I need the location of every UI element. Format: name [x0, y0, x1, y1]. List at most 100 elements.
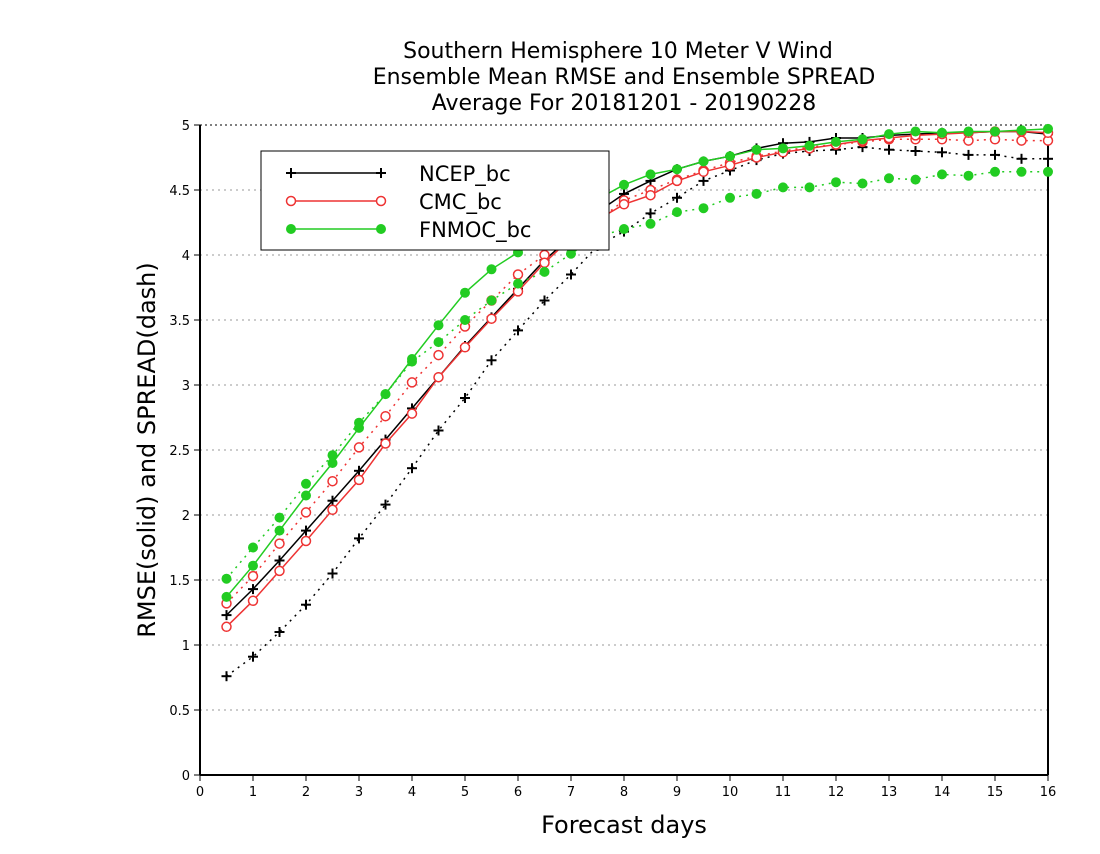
rmse-point — [751, 144, 762, 155]
rmse-point — [857, 134, 868, 145]
y-tick-label: 1.5 — [169, 574, 190, 589]
spread-point — [566, 248, 576, 259]
rmse-point — [619, 179, 629, 190]
rmse-point — [804, 140, 815, 151]
legend-marker — [376, 168, 386, 178]
x-tick-label: 3 — [355, 785, 363, 800]
rmse-point — [910, 126, 921, 137]
spread-point — [672, 192, 682, 203]
spread-point — [301, 478, 311, 489]
series-layer — [221, 123, 1054, 682]
rmse-point — [459, 342, 471, 353]
spread-point — [274, 538, 285, 549]
x-tick-label: 10 — [722, 785, 739, 800]
spread-point — [354, 533, 364, 544]
rmse-point — [937, 127, 947, 138]
legend: NCEP_bc CMC_bc FNMOC_bc — [260, 150, 610, 251]
rmse-point — [433, 371, 444, 383]
spread-point — [433, 337, 444, 348]
spread-point — [221, 573, 232, 584]
spread-point — [619, 224, 629, 234]
legend-marker — [375, 195, 387, 207]
rmse-point — [618, 199, 630, 210]
spread-point — [645, 218, 656, 229]
gridlines — [200, 124, 1048, 711]
rmse-point — [274, 565, 285, 577]
spread-point — [1016, 135, 1027, 146]
spread-point — [327, 475, 338, 487]
spread-point — [698, 175, 709, 186]
y-tick-label: 4 — [182, 249, 190, 264]
spread-point — [910, 146, 921, 156]
chart-title: Southern Hemisphere 10 Meter V Wind Ense… — [373, 39, 876, 116]
spread-point — [778, 182, 788, 193]
legend-label: CMC_bc — [419, 190, 502, 215]
x-tick-label: 11 — [775, 785, 792, 800]
rmse-point — [433, 320, 444, 331]
y-tick-label: 2.5 — [169, 444, 190, 459]
rmse-point — [327, 504, 338, 516]
rmse-point — [645, 169, 656, 180]
spread-point — [884, 144, 894, 155]
spread-point — [433, 425, 444, 436]
rmse-point — [301, 490, 311, 501]
spread-point — [380, 499, 391, 510]
x-tick-label: 9 — [673, 785, 681, 800]
y-tick-label: 3.5 — [169, 314, 190, 329]
spread-point — [513, 325, 523, 336]
spread-point — [433, 349, 444, 361]
rmse-point — [486, 264, 497, 275]
spread-point — [1016, 153, 1027, 164]
spread-point — [910, 174, 921, 185]
spread-point — [857, 178, 868, 189]
rmse-point — [407, 354, 417, 364]
spread-point — [486, 355, 497, 366]
legend-item-cmc_bc: CMC_bc — [285, 190, 502, 215]
legend-marker — [286, 224, 296, 234]
rmse-point — [301, 525, 311, 536]
y-tick-label: 0.5 — [169, 704, 190, 719]
spread-point — [380, 410, 391, 422]
spread-point — [751, 188, 762, 199]
rmse-point — [963, 126, 974, 137]
rmse-point — [327, 458, 338, 468]
rmse-point — [274, 555, 285, 566]
spread-point — [460, 393, 470, 403]
x-tick-label: 0 — [196, 785, 204, 800]
rmse-point — [380, 438, 391, 449]
y-tick-label: 0 — [182, 769, 190, 784]
spread-point — [645, 208, 656, 219]
rmse-point — [698, 166, 709, 178]
y-tick-label: 4.5 — [169, 184, 190, 199]
rmse-point — [354, 422, 364, 433]
y-tick-label: 2 — [182, 509, 190, 524]
rmse-point — [248, 584, 258, 595]
rmse-point — [1043, 123, 1053, 134]
rmse-point — [645, 189, 656, 201]
spread-line — [225, 138, 1048, 604]
rmse-point — [672, 164, 682, 175]
spread-point — [990, 166, 1000, 177]
spread-point — [406, 377, 418, 388]
spread-point — [248, 651, 258, 662]
rmse-point — [486, 313, 497, 324]
rmse-point — [221, 621, 232, 633]
rmse-point — [221, 610, 232, 621]
spread-point — [1043, 166, 1053, 177]
spread-line — [225, 171, 1048, 580]
spread-point — [512, 269, 524, 280]
rmse-point — [300, 535, 312, 547]
rmse-point — [221, 591, 232, 602]
legend-item-fnmoc_bc: FNMOC_bc — [286, 218, 531, 243]
chart-date-range-line: Average For 20181201 - 20190228 — [432, 91, 817, 116]
rmse-point — [406, 408, 418, 419]
spread-point — [884, 173, 894, 184]
spread-point — [221, 671, 232, 682]
rmse-point — [990, 126, 1000, 137]
spread-point — [804, 182, 815, 193]
spread-point — [963, 149, 974, 160]
rmse-point — [327, 495, 338, 506]
rmse-point — [725, 151, 735, 162]
legend-marker — [286, 168, 296, 178]
